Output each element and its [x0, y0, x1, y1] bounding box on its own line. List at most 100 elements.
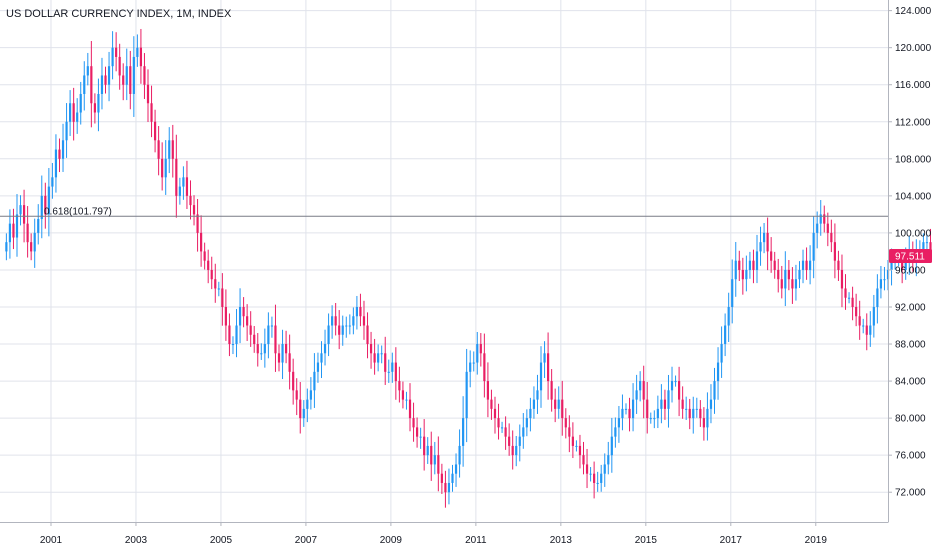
- candle-body: [564, 418, 567, 428]
- candle-body: [387, 371, 390, 373]
- candle-body: [833, 242, 836, 261]
- candle-body: [571, 436, 574, 446]
- candle-body: [111, 47, 114, 67]
- candle-body: [780, 279, 783, 289]
- candle-body: [281, 344, 284, 363]
- price-tick-label: 80.000: [895, 414, 926, 425]
- candle-body: [561, 399, 564, 419]
- candle-body: [476, 344, 479, 363]
- candle-body: [724, 325, 727, 345]
- candle-body: [628, 408, 631, 419]
- candle-body: [816, 223, 819, 233]
- candle-body: [794, 279, 798, 289]
- candle-body: [847, 297, 851, 299]
- time-tick-label: 2015: [635, 535, 658, 546]
- candle-body: [752, 260, 755, 270]
- candle-body: [869, 325, 872, 335]
- candle-body: [759, 242, 762, 252]
- candle-body: [614, 427, 617, 437]
- candle-body: [12, 223, 15, 238]
- time-axis[interactable]: 2001 2003 2005 2007 2009 2011 2013 2015 2017 2019: [40, 522, 827, 546]
- candle-series: [5, 28, 932, 508]
- candle-body: [210, 269, 213, 280]
- price-tick-label: 100.000: [895, 228, 932, 239]
- candle-body: [217, 288, 220, 290]
- candle-body: [295, 390, 298, 400]
- candle-body: [253, 334, 256, 345]
- candle-body: [748, 260, 752, 270]
- candle-body: [546, 353, 550, 382]
- candle-body: [430, 445, 433, 465]
- candle-body: [323, 344, 327, 354]
- candle-body: [773, 260, 776, 270]
- candle-body: [412, 418, 415, 428]
- candle-body: [508, 436, 511, 446]
- candle-body: [653, 418, 656, 420]
- candle-body: [72, 103, 75, 122]
- candle-body: [685, 408, 688, 410]
- candle-body: [745, 269, 748, 280]
- candle-body: [440, 473, 443, 483]
- candle-body: [292, 371, 295, 391]
- candle-body: [426, 445, 429, 456]
- candle-body: [15, 214, 19, 238]
- candle-body: [872, 306, 875, 326]
- price-tick-label: 76.000: [895, 451, 926, 462]
- candle-body: [26, 223, 29, 243]
- candle-body: [415, 427, 419, 437]
- candle-body: [819, 214, 822, 224]
- price-tick-label: 108.000: [895, 154, 932, 165]
- price-tick-label: 124.000: [895, 6, 932, 17]
- candle-body: [309, 390, 312, 400]
- candle-body: [858, 316, 861, 326]
- candle-body: [161, 158, 164, 178]
- time-tick-label: 2019: [805, 535, 828, 546]
- candle-body: [706, 408, 709, 428]
- candle-body: [483, 353, 486, 382]
- candle-body: [681, 399, 684, 409]
- candle-body: [267, 325, 270, 345]
- candle-body: [532, 399, 536, 409]
- candle-body: [809, 260, 812, 270]
- candle-body: [713, 381, 716, 400]
- candle-body: [766, 232, 769, 252]
- candle-body: [472, 362, 475, 364]
- candle-body: [500, 427, 504, 429]
- candle-body: [104, 75, 107, 85]
- candle-body: [755, 251, 759, 270]
- candle-body: [143, 66, 146, 85]
- candle-body: [380, 353, 383, 355]
- candle-body: [214, 279, 217, 289]
- price-axis[interactable]: 72.000 76.000 80.000 84.000 88.000 92.000 96.0…: [888, 6, 932, 499]
- candle-body: [437, 455, 440, 474]
- candle-body: [929, 242, 932, 252]
- candle-body: [238, 306, 242, 326]
- price-tick-label: 92.000: [895, 302, 926, 313]
- candle-body: [200, 232, 203, 252]
- candle-body: [175, 158, 178, 196]
- candle-body: [454, 464, 458, 474]
- candle-body: [791, 279, 794, 289]
- candle-body: [203, 251, 206, 261]
- candle-body: [515, 445, 518, 456]
- candle-body: [812, 232, 815, 261]
- candle-body: [642, 381, 645, 400]
- candle-body: [770, 251, 773, 261]
- candle-body: [320, 353, 323, 363]
- candle-body: [603, 464, 606, 474]
- candle-body: [518, 436, 521, 446]
- candle-body: [260, 353, 263, 355]
- candle-body: [851, 297, 854, 307]
- candle-body: [207, 260, 210, 270]
- candle-body: [830, 232, 833, 243]
- candle-body: [879, 279, 883, 289]
- candle-body: [30, 242, 33, 252]
- candle-body: [578, 445, 582, 456]
- candle-body: [366, 325, 369, 345]
- candle-body: [284, 344, 288, 354]
- candle-body: [129, 66, 132, 94]
- candle-body: [408, 399, 412, 419]
- candle-body: [90, 66, 93, 104]
- candle-body: [607, 455, 610, 465]
